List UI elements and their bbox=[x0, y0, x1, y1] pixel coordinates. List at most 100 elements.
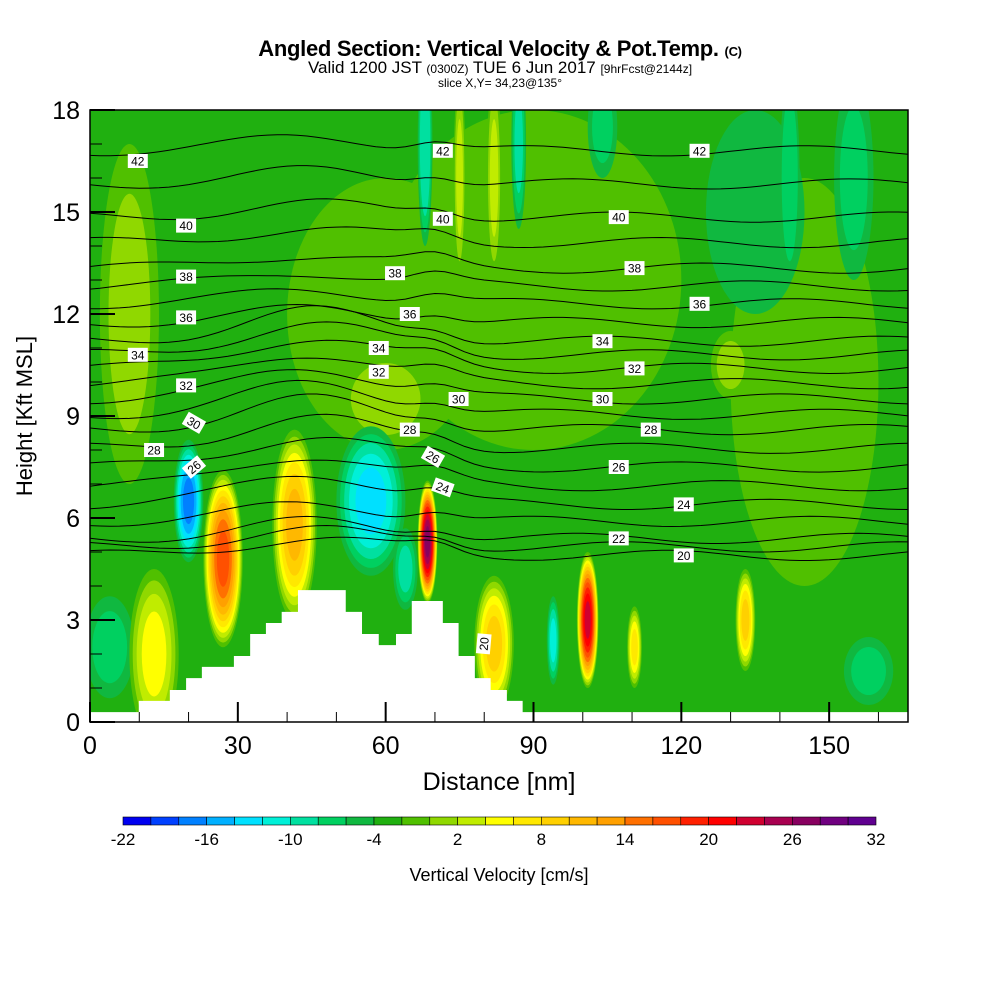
y-tick-label: 3 bbox=[66, 607, 80, 635]
field-feature bbox=[417, 480, 438, 603]
contour-label-box bbox=[624, 361, 645, 376]
contour-label-box bbox=[432, 211, 453, 226]
field-contour-band bbox=[286, 488, 303, 561]
isentrope-line bbox=[90, 198, 908, 223]
field-feature bbox=[90, 596, 135, 699]
contour-label-text: 30 bbox=[184, 414, 203, 433]
colorbar-swatch bbox=[596, 816, 626, 826]
contour-label-box bbox=[385, 266, 406, 281]
isentrope-line bbox=[90, 393, 908, 436]
contour-label-box bbox=[399, 422, 420, 437]
isentrope-line bbox=[90, 226, 908, 249]
x-tick-label: 30 bbox=[224, 732, 252, 760]
field-feature bbox=[511, 110, 527, 229]
x-tick-label: 90 bbox=[520, 732, 548, 760]
field-contour-band bbox=[141, 611, 167, 697]
isentrope-line bbox=[90, 413, 908, 454]
field-feature bbox=[336, 426, 406, 576]
contour-label: 32 bbox=[624, 361, 645, 376]
colorbar-label: Vertical Velocity [cm/s] bbox=[409, 865, 588, 885]
contour-label-text: 38 bbox=[179, 270, 193, 284]
colorbar-swatch bbox=[122, 816, 152, 826]
contour-label-box bbox=[432, 143, 453, 158]
x-tick-label: 150 bbox=[808, 732, 850, 760]
contour-label-box bbox=[608, 531, 629, 546]
contour-label-text: 20 bbox=[477, 636, 492, 651]
field-contour-band bbox=[550, 618, 557, 663]
contour-label: 34 bbox=[368, 341, 389, 356]
contour-label-text: 42 bbox=[131, 155, 145, 169]
field-contour-band bbox=[584, 601, 591, 639]
colorbar-swatch bbox=[178, 816, 207, 826]
contour-label: 38 bbox=[176, 269, 197, 284]
slice-info: slice X,Y= 34,23@135° bbox=[437, 76, 563, 90]
contour-label: 34 bbox=[127, 347, 148, 362]
field-contour-band bbox=[398, 545, 413, 593]
contour-label-text: 32 bbox=[179, 379, 193, 393]
isentrope-line bbox=[90, 379, 908, 420]
colorbar-swatch bbox=[792, 816, 821, 826]
x-tick-label: 60 bbox=[372, 732, 400, 760]
contour-label-box bbox=[176, 218, 197, 233]
field-feature bbox=[129, 569, 179, 722]
contour-label-text: 34 bbox=[596, 335, 610, 349]
field-feature bbox=[843, 637, 894, 705]
contour-labels: 42 42 42 40 40 40 38 38 38 36 36 36 34 34 34 32 32 32 30 30… bbox=[127, 143, 710, 655]
colorbar-swatch bbox=[262, 816, 291, 826]
colorbar-swatch bbox=[290, 816, 319, 826]
y-tick-label: 9 bbox=[66, 403, 80, 431]
contour-label-text: 36 bbox=[179, 311, 193, 325]
isentrope-line bbox=[90, 305, 908, 347]
field-contour-band bbox=[350, 362, 421, 436]
colorbar-swatch bbox=[708, 816, 737, 826]
colorbar-swatch bbox=[485, 816, 514, 826]
chart-title: Angled Section: Vertical Velocity & Pot.… bbox=[0, 36, 1000, 62]
contour-label: 36 bbox=[176, 310, 197, 325]
contour-label: 28 bbox=[144, 443, 165, 458]
contour-label: 22 bbox=[608, 531, 629, 546]
field-feature bbox=[453, 110, 466, 280]
y-tick-label: 18 bbox=[52, 97, 80, 125]
contour-label-box bbox=[608, 210, 629, 225]
isentrope-line bbox=[90, 251, 908, 274]
contour-label-box bbox=[127, 347, 148, 362]
contour-label: 40 bbox=[608, 210, 629, 225]
colorbar-tick-label: 8 bbox=[537, 830, 546, 849]
field-contour-band bbox=[421, 110, 429, 195]
colorbar: -22 -16 -10 -4 2 8 14 20 26 32 bbox=[111, 816, 885, 849]
colorbar-tick-label: 20 bbox=[699, 830, 718, 849]
field-contour-band bbox=[216, 530, 230, 587]
colorbar-swatch bbox=[401, 816, 431, 826]
contour-label: 38 bbox=[624, 261, 645, 276]
colorbar-tick-label: -4 bbox=[366, 830, 381, 849]
contour-label-box bbox=[181, 411, 207, 434]
field-feature bbox=[735, 569, 756, 671]
field-feature bbox=[705, 110, 805, 314]
field-contour-band bbox=[425, 525, 431, 558]
field-contour-band bbox=[108, 193, 151, 435]
contour-label-text: 20 bbox=[677, 549, 691, 563]
contour-label-box bbox=[689, 143, 710, 158]
colorbar-swatch bbox=[234, 816, 263, 826]
contour-label-box bbox=[368, 341, 389, 355]
contour-label-box bbox=[181, 455, 207, 479]
contour-label-text: 38 bbox=[388, 267, 402, 281]
title-unit: (C) bbox=[724, 44, 742, 59]
contour-label-text: 40 bbox=[612, 211, 626, 225]
isentrope-line bbox=[90, 339, 908, 375]
isentrope-line bbox=[90, 134, 908, 157]
field-contour-band bbox=[355, 467, 387, 535]
contour-label-text: 40 bbox=[179, 219, 193, 233]
contour-label: 36 bbox=[689, 296, 710, 311]
contour-label: 28 bbox=[399, 422, 420, 437]
colorbar-tick-label: -22 bbox=[111, 830, 136, 849]
colorbar-swatch bbox=[429, 816, 458, 826]
field-feature bbox=[546, 596, 560, 685]
contour-label: 30 bbox=[592, 392, 613, 407]
field-contour-band bbox=[92, 611, 128, 684]
contour-label-text: 38 bbox=[628, 262, 642, 276]
contour-label-box bbox=[127, 154, 148, 168]
contour-label: 24 bbox=[673, 497, 694, 512]
contour-label: 40 bbox=[176, 218, 197, 233]
field-contour-band bbox=[741, 599, 750, 641]
